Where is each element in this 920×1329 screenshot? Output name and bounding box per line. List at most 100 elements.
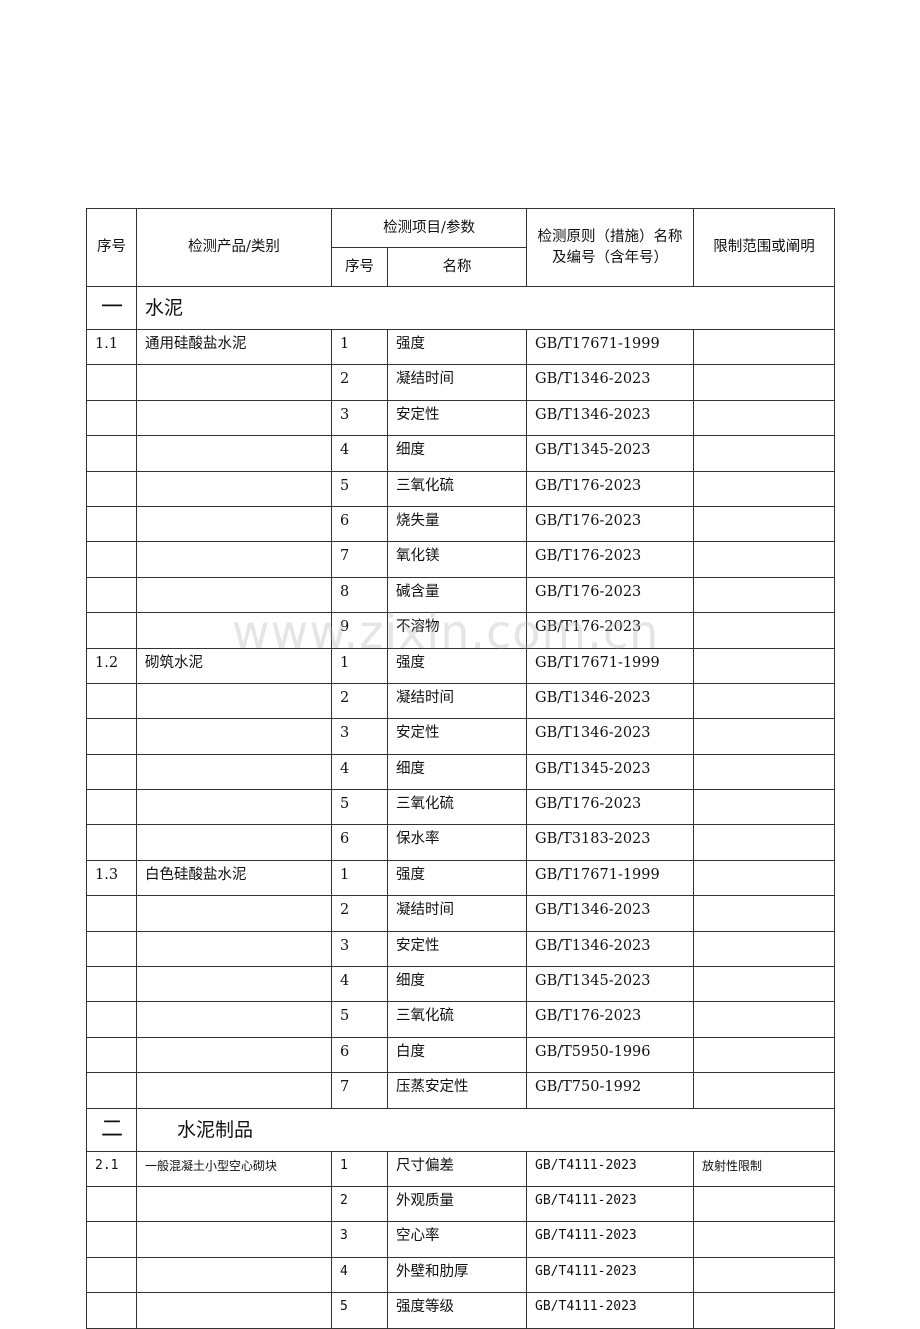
item-seq: 1 [331,328,388,366]
header-limit: 限制范围或阐明 [693,208,836,287]
item-seq: 6 [331,1036,388,1074]
item-seq: 3 [331,399,388,437]
group-id [86,1072,137,1109]
group-id [86,505,137,543]
item-name: 安定性 [386,930,528,968]
standard-code: GB/T1346-2023 [526,718,695,755]
product-name [136,1292,332,1329]
product-name [136,1185,332,1223]
product-name [136,789,332,826]
table-row: 5 三氧化硫 GB/T176-2023 [86,470,836,507]
group-id [86,576,137,614]
limit-note [693,1185,836,1223]
group-id: 1.1 [86,328,137,366]
group-id: 1.2 [86,647,137,684]
product-name [136,718,332,755]
group-id [86,718,137,755]
item-seq: 3 [331,930,388,968]
item-seq: 5 [331,1292,388,1329]
item-seq: 3 [331,1221,388,1258]
standard-code: GB/T4111-2023 [526,1256,695,1294]
table-row: 8 碱含量 GB/T176-2023 [86,576,836,614]
item-seq: 8 [331,576,388,614]
standard-code: GB/T176-2023 [526,612,695,649]
section-title: 水泥制品 [135,1107,836,1152]
section-title: 水泥 [135,286,836,330]
standard-code: GB/T176-2023 [526,576,695,614]
group-id [86,930,137,968]
limit-note [693,328,836,366]
table-row: 3 安定性 GB/T1346-2023 [86,718,836,755]
item-name: 氧化镁 [386,541,528,578]
item-name: 外壁和肋厚 [386,1256,528,1294]
group-id [86,364,137,401]
item-name: 细度 [386,966,528,1003]
item-name: 凝结时间 [386,364,528,401]
product-name [136,895,332,932]
item-seq: 1 [331,859,388,897]
product-name [136,541,332,578]
limit-note [693,470,836,507]
limit-note [693,718,836,755]
inspection-table: 序号 检测产品/类别 检测项目/参数 检测原则（措施）名称及编号（含年号） 限制… [86,208,836,1329]
standard-code: GB/T176-2023 [526,1001,695,1038]
section-number: 一 [86,286,137,330]
group-id [86,470,137,507]
standard-code: GB/T1346-2023 [526,682,695,720]
table-row: 3 安定性 GB/T1346-2023 [86,930,836,968]
item-seq: 7 [331,541,388,578]
item-seq: 5 [331,1001,388,1038]
product-name [136,435,332,472]
standard-code: GB/T1345-2023 [526,753,695,791]
item-name: 强度 [386,328,528,366]
item-seq: 4 [331,753,388,791]
item-seq: 2 [331,682,388,720]
group-id [86,1292,137,1329]
group-id [86,824,137,861]
table-row: 4 细度 GB/T1345-2023 [86,753,836,791]
table-row: 2 凝结时间 GB/T1346-2023 [86,682,836,720]
item-name: 细度 [386,435,528,472]
table-row: 3 空心率 GB/T4111-2023 [86,1221,836,1258]
table-row: 4 外壁和肋厚 GB/T4111-2023 [86,1256,836,1294]
item-name: 不溶物 [386,612,528,649]
limit-note [693,364,836,401]
product-name [136,682,332,720]
standard-code: GB/T176-2023 [526,789,695,826]
product-name: 砌筑水泥 [136,647,332,684]
item-seq: 9 [331,612,388,649]
limit-note [693,1221,836,1258]
item-seq: 5 [331,470,388,507]
group-id [86,541,137,578]
item-name: 碱含量 [386,576,528,614]
group-id [86,1221,137,1258]
table-row: 1.3 白色硅酸盐水泥 1 强度 GB/T17671-1999 [86,859,836,897]
product-name [136,576,332,614]
product-name [136,1072,332,1109]
product-name: 一般混凝土小型空心砌块 [136,1150,332,1187]
item-seq: 1 [331,1150,388,1187]
item-name: 白度 [386,1036,528,1074]
limit-note [693,541,836,578]
item-name: 外观质量 [386,1185,528,1223]
item-name: 压蒸安定性 [386,1072,528,1109]
limit-note [693,435,836,472]
group-id [86,966,137,1003]
standard-code: GB/T1346-2023 [526,895,695,932]
group-id [86,1036,137,1074]
standard-code: GB/T1346-2023 [526,930,695,968]
item-name: 三氧化硫 [386,470,528,507]
table-row: 5 三氧化硫 GB/T176-2023 [86,1001,836,1038]
item-seq: 6 [331,505,388,543]
product-name [136,753,332,791]
table-row: 7 压蒸安定性 GB/T750-1992 [86,1072,836,1109]
limit-note [693,682,836,720]
item-name: 强度等级 [386,1292,528,1329]
product-name [136,364,332,401]
product-name: 通用硅酸盐水泥 [136,328,332,366]
limit-note [693,789,836,826]
limit-note [693,1292,836,1329]
standard-code: GB/T17671-1999 [526,647,695,684]
table-row: 4 细度 GB/T1345-2023 [86,435,836,472]
limit-note [693,930,836,968]
